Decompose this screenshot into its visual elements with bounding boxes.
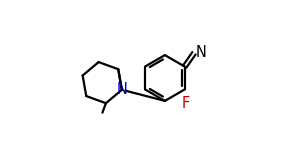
Text: N: N bbox=[195, 45, 206, 60]
Text: N: N bbox=[116, 82, 127, 97]
Text: F: F bbox=[181, 96, 190, 111]
